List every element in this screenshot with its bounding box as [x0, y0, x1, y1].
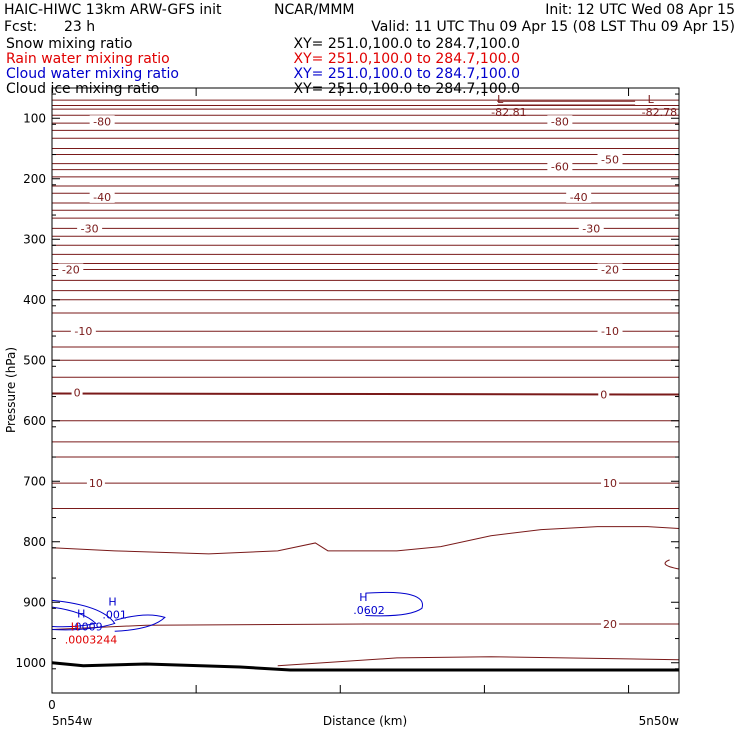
cloud-water-contour	[114, 614, 166, 632]
isotherm-label: -40	[93, 191, 111, 204]
cloud-water-contour	[51, 599, 116, 631]
label-mask	[89, 190, 115, 203]
field-xy-rain: XY= 251.0,100.0 to 284.7,100.0	[294, 51, 521, 67]
field-name-snow: Snow mixing ratio	[6, 36, 132, 52]
isotherm-label: -10	[601, 325, 619, 338]
y-tick-label: 700	[23, 474, 46, 488]
isotherm-contour-bump	[51, 526, 680, 555]
label-mask	[597, 325, 623, 338]
model-title: HAIC-HIWC 13km ARW-GFS init	[4, 2, 222, 18]
init-time: Init: 12 UTC Wed 08 Apr 15	[545, 2, 735, 18]
isotherm-label: -30	[582, 222, 600, 235]
label-mask	[77, 222, 103, 235]
plot-frame	[51, 87, 680, 694]
extremum-value: .0003244	[65, 634, 118, 647]
y-tick-label: 800	[23, 535, 46, 549]
isotherm-label: -10	[74, 325, 92, 338]
terrain-line	[51, 661, 679, 672]
x-end-label-right: 5n50w	[639, 714, 680, 728]
isotherm-label: -80	[551, 115, 569, 128]
isotherm-contour-small	[664, 559, 680, 570]
y-tick-label: 1000	[15, 656, 46, 670]
label-mask	[70, 325, 96, 338]
extremum-value: .0602	[353, 604, 385, 617]
field-xy-snow: XY= 251.0,100.0 to 284.7,100.0	[294, 36, 521, 52]
extremum-value: .0009	[71, 620, 103, 633]
isotherm-label: 10	[603, 477, 617, 490]
label-mask	[597, 263, 623, 276]
isotherm-label: -40	[570, 191, 588, 204]
field-xy-cloud-ice: XY= 251.0,100.0 to 284.7,100.0	[294, 81, 521, 97]
x-axis-label: Distance (km)	[323, 714, 407, 728]
isotherm-contour	[51, 392, 680, 396]
isotherm-label: -60	[551, 161, 569, 174]
y-axis-label: Pressure (hPa)	[4, 347, 18, 433]
extremum-symbol: H	[108, 595, 116, 608]
extremum-value: -82.81	[491, 106, 526, 119]
fcst-value: 23 h	[64, 19, 95, 35]
field-name-cloud-water: Cloud water mixing ratio	[6, 66, 179, 82]
y-tick-label: 100	[23, 111, 46, 125]
isotherm-label: -20	[62, 264, 80, 277]
label-mask	[601, 618, 620, 631]
extremum-symbol: L	[648, 93, 655, 106]
extremum-symbol: L	[497, 93, 504, 106]
label-mask	[89, 115, 115, 128]
contour-layer: -80 -80 -60 -50 -40 -40 -30 -30 -20 -20 -10 -10 0 0 10…	[51, 93, 680, 672]
label-mask	[601, 477, 620, 490]
label-mask	[58, 263, 84, 276]
x-end-label-left: 5n54w	[52, 714, 93, 728]
y-tick-label: 900	[23, 595, 46, 609]
cloud-water-contour	[365, 591, 423, 617]
y-tick-label: 200	[23, 172, 46, 186]
isotherm-label: 0	[600, 389, 607, 402]
label-mask	[71, 386, 83, 399]
isotherm-label: 10	[89, 477, 103, 490]
isotherm-label: 0	[74, 386, 81, 399]
y-tick-label: 500	[23, 353, 46, 367]
x-tick-label-0: 0	[48, 698, 56, 712]
isotherm-label: -50	[601, 153, 619, 166]
isotherm-contour-30	[277, 656, 680, 667]
extremum-symbol: H	[359, 591, 367, 604]
extremum-value: .001	[102, 608, 127, 621]
extremum-value: -82.78	[642, 106, 677, 119]
center-label: NCAR/MMM	[274, 2, 355, 18]
label-mask	[578, 222, 604, 235]
isotherm-label: -20	[601, 264, 619, 277]
extremum-symbol: H	[71, 621, 79, 634]
label-mask	[547, 115, 573, 128]
field-name-cloud-ice: Cloud ice mixing ratio	[6, 81, 159, 97]
label-mask	[566, 190, 592, 203]
y-tick-label: 300	[23, 232, 46, 246]
label-mask	[597, 153, 623, 166]
y-tick-label: 400	[23, 293, 46, 307]
y-tick-label: 600	[23, 414, 46, 428]
isotherm-label: 20	[603, 618, 617, 631]
isotherm-label: -30	[81, 222, 99, 235]
label-mask	[598, 388, 610, 401]
isotherm-label: -80	[93, 115, 111, 128]
extremum-symbol: H	[77, 607, 85, 620]
valid-time: Valid: 11 UTC Thu 09 Apr 15 (08 LST Thu …	[371, 19, 735, 35]
field-xy-cloud-water: XY= 251.0,100.0 to 284.7,100.0	[294, 66, 521, 82]
fcst-label: Fcst:	[4, 19, 37, 35]
label-mask	[547, 160, 573, 173]
label-mask	[86, 477, 105, 490]
field-name-rain: Rain water mixing ratio	[6, 51, 170, 67]
cloud-water-contour	[51, 606, 97, 628]
